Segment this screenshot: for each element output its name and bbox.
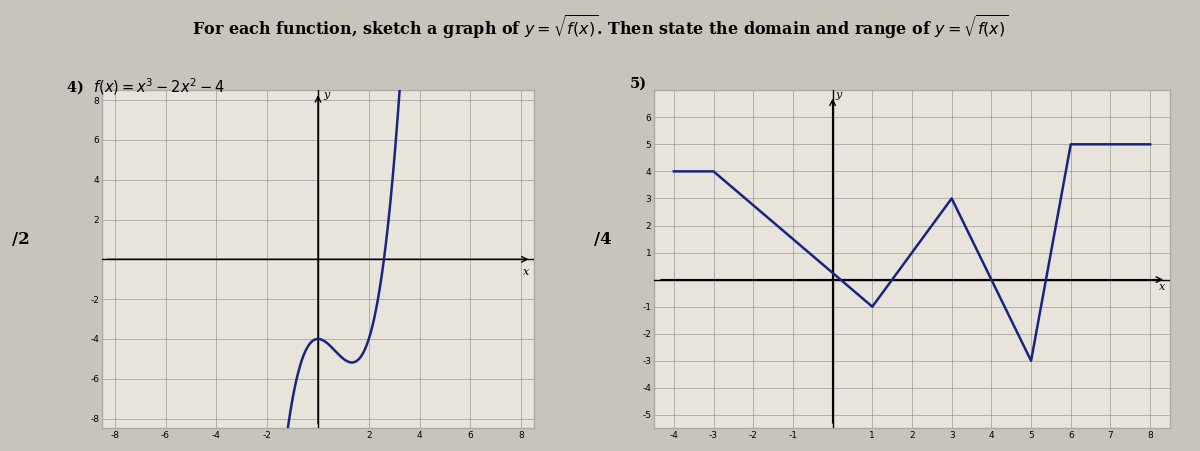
Text: y: y bbox=[835, 90, 841, 100]
Text: y: y bbox=[324, 90, 330, 100]
Text: x: x bbox=[1159, 282, 1165, 292]
Text: 5): 5) bbox=[630, 77, 647, 91]
Text: 4)  $f(x) = x^3 - 2x^2 - 4$: 4) $f(x) = x^3 - 2x^2 - 4$ bbox=[66, 77, 224, 97]
Text: x: x bbox=[523, 267, 529, 277]
Text: /2: /2 bbox=[12, 230, 30, 248]
Text: For each function, sketch a graph of $y = \sqrt{f(x)}$. Then state the domain an: For each function, sketch a graph of $y … bbox=[192, 14, 1008, 41]
Text: /4: /4 bbox=[594, 230, 612, 248]
